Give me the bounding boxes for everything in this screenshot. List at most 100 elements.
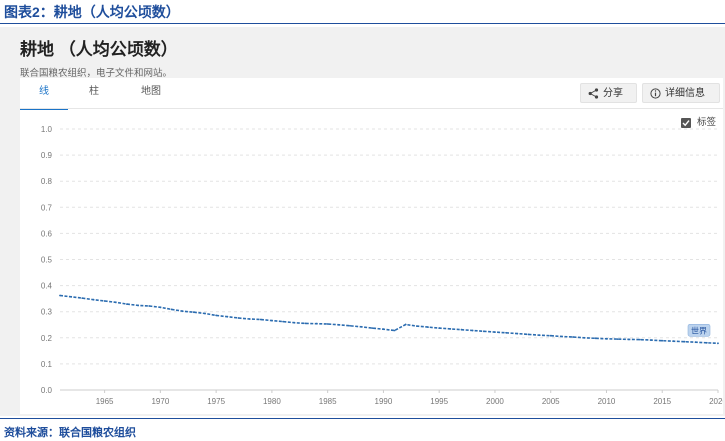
info-icon xyxy=(650,88,661,99)
panel-subtitle: 联合国粮农组织，电子文件和网站。 xyxy=(20,68,173,79)
data-point xyxy=(92,298,95,301)
data-point xyxy=(683,340,686,343)
data-point xyxy=(349,324,351,327)
data-point xyxy=(81,297,84,299)
tab-map[interactable]: 地图 xyxy=(141,86,161,97)
panel-title: 耕地 （人均公顷数） xyxy=(20,40,178,59)
data-point xyxy=(170,308,173,311)
labels-toggle-label: 标签 xyxy=(697,117,717,128)
data-point xyxy=(259,318,262,321)
data-point xyxy=(371,327,374,329)
data-point xyxy=(192,311,195,314)
y-tick-label: 0.6 xyxy=(41,229,53,238)
y-tick-label: 0.1 xyxy=(41,360,53,369)
data-point xyxy=(393,329,396,332)
data-point xyxy=(148,305,151,307)
data-point xyxy=(471,329,474,332)
x-tick-label: 1985 xyxy=(319,397,337,406)
data-point xyxy=(705,341,708,344)
data-point xyxy=(583,336,586,339)
data-point xyxy=(494,331,496,333)
data-point xyxy=(438,327,441,329)
details-label: 详细信息 xyxy=(665,88,705,99)
x-tick-label: 1965 xyxy=(96,397,114,406)
x-tick-label: 2000 xyxy=(486,397,504,406)
y-tick-label: 0.5 xyxy=(41,256,53,265)
y-tick-label: 0.4 xyxy=(41,282,53,291)
figure-caption: 图表2：耕地（人均公顷数） xyxy=(4,4,180,20)
data-point xyxy=(561,335,563,338)
y-tick-label: 1.0 xyxy=(41,125,53,134)
data-point xyxy=(59,294,61,297)
data-point xyxy=(505,331,507,334)
x-tick-label: 2020 xyxy=(709,397,723,406)
data-point xyxy=(538,334,541,337)
x-tick-label: 1975 xyxy=(207,397,225,406)
series-label: 世界 xyxy=(691,325,707,335)
data-point xyxy=(572,336,574,338)
y-tick-label: 0.9 xyxy=(41,151,53,160)
tabs-divider xyxy=(20,108,723,109)
series-line-world xyxy=(59,294,719,345)
chart-card: 线 柱 地图 分享 详细信息 xyxy=(20,78,723,414)
data-point xyxy=(159,306,162,309)
data-point xyxy=(271,319,273,322)
labels-toggle[interactable]: 标签 xyxy=(681,116,716,130)
data-point xyxy=(416,325,418,327)
x-tick-label: 1980 xyxy=(263,397,281,406)
y-tick-label: 0.3 xyxy=(41,308,53,317)
data-point xyxy=(326,323,329,325)
y-tick-label: 0.7 xyxy=(41,203,53,212)
data-point xyxy=(237,317,240,319)
y-tick-label: 0.2 xyxy=(41,334,53,343)
data-point xyxy=(616,338,619,340)
tab-bar[interactable]: 柱 xyxy=(89,86,99,97)
y-tick-label: 0.0 xyxy=(41,386,53,395)
share-label: 分享 xyxy=(603,88,623,99)
data-point xyxy=(694,341,697,344)
data-point xyxy=(114,301,117,304)
data-point xyxy=(304,322,307,325)
data-point xyxy=(404,323,407,326)
data-point xyxy=(661,339,664,342)
data-point xyxy=(70,295,73,298)
data-point xyxy=(427,326,429,328)
data-point xyxy=(594,337,597,340)
labels-checkbox[interactable] xyxy=(681,118,691,128)
data-point xyxy=(382,328,385,331)
data-point xyxy=(293,321,296,324)
data-point xyxy=(137,304,139,307)
x-tick-label: 1990 xyxy=(375,397,393,406)
caption-divider xyxy=(0,23,725,24)
source-note: 资料来源：联合国粮农组织 xyxy=(4,427,136,439)
data-point xyxy=(215,314,218,317)
data-point xyxy=(449,328,452,330)
data-point xyxy=(315,322,318,325)
x-tick-label: 2015 xyxy=(653,397,671,406)
data-point xyxy=(126,303,128,305)
data-point xyxy=(639,338,641,341)
data-point xyxy=(181,310,184,313)
data-point xyxy=(527,333,530,336)
chart-panel: 耕地 （人均公顷数） 联合国粮农组织，电子文件和网站。 线 柱 地图 分享 xyxy=(0,27,725,416)
share-icon xyxy=(588,88,599,99)
data-point xyxy=(226,315,229,318)
x-tick-label: 2010 xyxy=(598,397,616,406)
data-point xyxy=(482,330,485,333)
data-point xyxy=(360,325,362,328)
check-icon xyxy=(682,120,690,127)
data-point xyxy=(650,339,652,341)
x-tick-label: 2005 xyxy=(542,397,560,406)
source-divider xyxy=(0,418,725,419)
data-point xyxy=(337,323,340,326)
series-label-box xyxy=(687,323,711,337)
x-tick-label: 1970 xyxy=(151,397,169,406)
line-chart: 0.0 0.1 0.2 0.3 0.4 0.5 0.6 0.7 0.8 0.9 1.0 1965 197… xyxy=(41,125,723,406)
data-point xyxy=(672,340,675,343)
x-tick-label: 1995 xyxy=(430,397,448,406)
data-point xyxy=(248,318,251,320)
details-button[interactable]: 详细信息 xyxy=(642,83,720,103)
share-button[interactable]: 分享 xyxy=(580,83,637,103)
tab-line[interactable]: 线 xyxy=(20,78,68,110)
y-tick-label: 0.8 xyxy=(41,177,53,186)
